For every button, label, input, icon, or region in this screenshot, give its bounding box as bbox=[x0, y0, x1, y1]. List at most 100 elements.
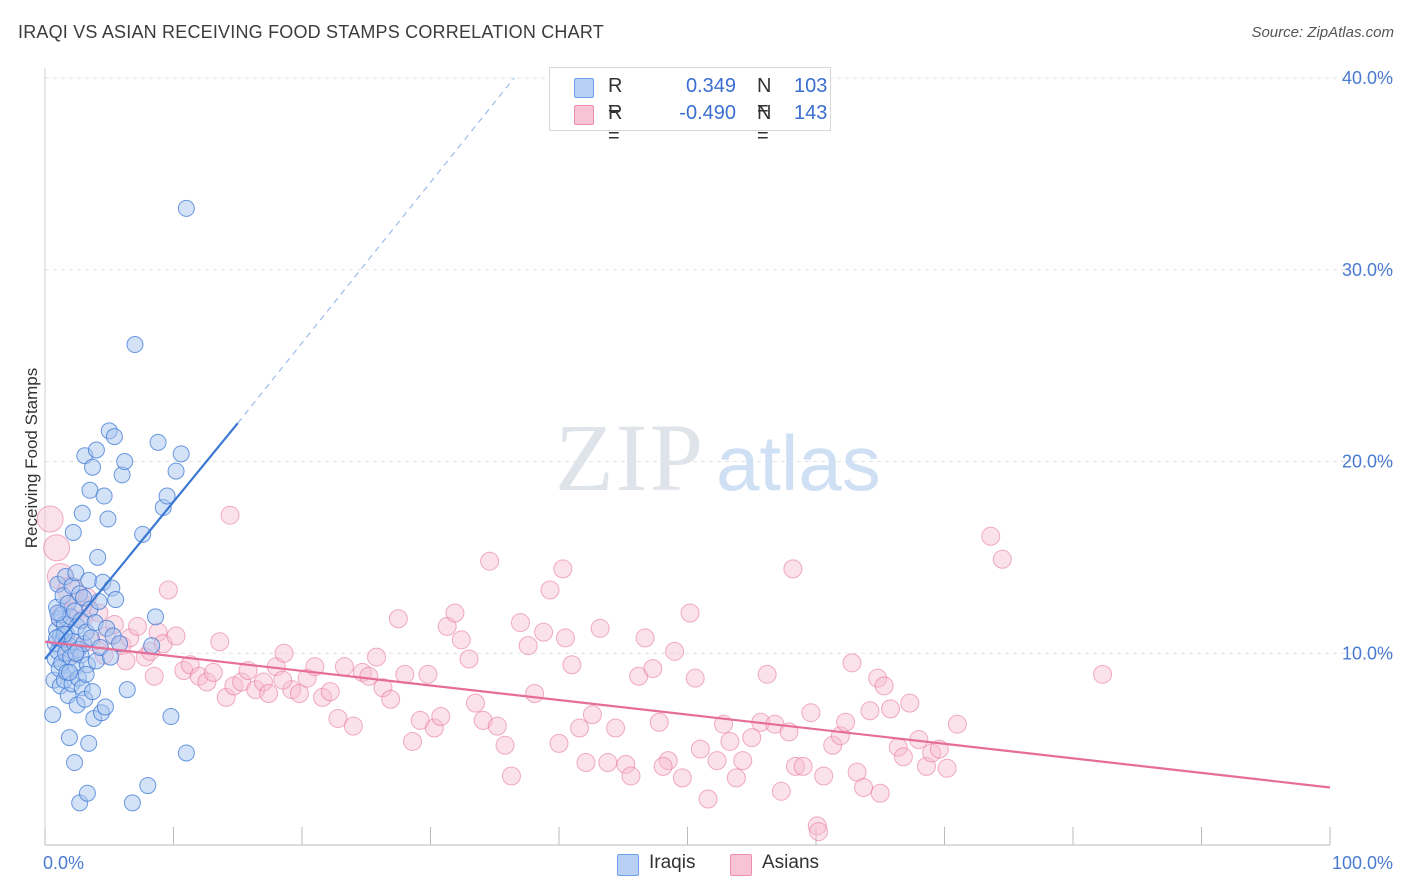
asians-point bbox=[189, 666, 209, 686]
asians-point bbox=[874, 676, 894, 696]
asians-point bbox=[424, 718, 444, 738]
asians-point bbox=[809, 822, 829, 842]
asians-point bbox=[680, 603, 700, 623]
asians-legend-label: Asians bbox=[762, 852, 820, 873]
asians-point bbox=[868, 668, 888, 688]
axes bbox=[44, 68, 1331, 846]
asians-point bbox=[473, 710, 493, 730]
asians-point bbox=[793, 756, 813, 776]
iraqis-point bbox=[177, 744, 195, 762]
iraqis-legend-swatch bbox=[617, 854, 639, 876]
asians-point bbox=[166, 626, 186, 646]
asians-point bbox=[881, 699, 901, 719]
asians-point bbox=[128, 616, 148, 636]
y-axis-label: Receiving Food Stamps bbox=[22, 368, 41, 548]
asians-swatch bbox=[574, 105, 594, 125]
y-tick-label: 30.0% bbox=[1342, 260, 1393, 280]
asians-point bbox=[870, 783, 890, 803]
iraqis-trend-line bbox=[44, 422, 239, 660]
legend-n-value: 103 bbox=[794, 75, 828, 97]
iraqis-point bbox=[84, 683, 102, 701]
asians-point bbox=[216, 687, 236, 707]
asians-point bbox=[373, 678, 393, 698]
asians-point bbox=[947, 714, 967, 734]
asians-point bbox=[981, 526, 1001, 546]
asians-point bbox=[653, 756, 673, 776]
iraqis-legend-label: Iraqis bbox=[649, 852, 696, 873]
asians-point bbox=[836, 712, 856, 732]
iraqis-point bbox=[81, 481, 99, 499]
asians-point bbox=[570, 718, 590, 738]
asians-point bbox=[343, 716, 363, 736]
asians-point bbox=[771, 781, 791, 801]
asians-point bbox=[328, 708, 348, 728]
asians-point bbox=[395, 664, 415, 684]
iraqis-points bbox=[44, 199, 195, 812]
asians-point bbox=[598, 753, 618, 773]
asians-point bbox=[158, 580, 178, 600]
asians-point bbox=[1093, 664, 1113, 684]
iraqis-trend-extension bbox=[237, 77, 515, 424]
asians-point bbox=[259, 684, 279, 704]
y-tick-label: 40.0% bbox=[1342, 68, 1393, 88]
asians-point bbox=[403, 731, 423, 751]
asians-point bbox=[635, 628, 655, 648]
asians-legend-swatch bbox=[730, 854, 752, 876]
asians-point bbox=[203, 662, 223, 682]
asians-point bbox=[707, 751, 727, 771]
iraqis-point bbox=[139, 777, 157, 795]
y-tick-label: 20.0% bbox=[1342, 452, 1393, 472]
grid-lines bbox=[45, 77, 1395, 654]
legend-n-label: N = bbox=[757, 75, 772, 120]
asians-point bbox=[698, 789, 718, 809]
tick-labels: 10.0% 20.0% 30.0% 40.0% 0.0% 100.0% bbox=[43, 68, 1393, 873]
iraqis-point bbox=[96, 698, 114, 716]
iraqis-point bbox=[87, 441, 105, 459]
iraqis-point bbox=[177, 199, 195, 217]
iraqis-point bbox=[77, 665, 95, 683]
iraqis-point bbox=[44, 706, 62, 724]
asians-point bbox=[540, 580, 560, 600]
asians-point bbox=[893, 747, 913, 767]
asians-point bbox=[36, 505, 64, 533]
asians-point bbox=[562, 655, 582, 675]
asians-point bbox=[785, 756, 805, 776]
iraqis-point bbox=[107, 591, 125, 609]
iraqis-point bbox=[66, 754, 84, 772]
asians-point bbox=[487, 716, 507, 736]
x-tick-label: 100.0% bbox=[1332, 853, 1393, 873]
asians-point bbox=[495, 735, 515, 755]
asians-point bbox=[672, 768, 692, 788]
asians-point bbox=[823, 735, 843, 755]
asians-point bbox=[720, 731, 740, 751]
iraqis-point bbox=[67, 564, 85, 582]
asians-point bbox=[606, 718, 626, 738]
watermark-zip: ZIP bbox=[555, 404, 705, 511]
asians-point bbox=[501, 766, 521, 786]
asians-point bbox=[197, 672, 217, 692]
asians-point bbox=[334, 657, 354, 677]
iraqis-point bbox=[149, 433, 167, 451]
trend-lines bbox=[44, 77, 1331, 789]
asians-point bbox=[274, 643, 294, 663]
iraqis-swatch bbox=[574, 78, 594, 98]
asians-point bbox=[210, 632, 230, 652]
iraqis-point bbox=[111, 635, 129, 653]
asians-point bbox=[313, 687, 333, 707]
legend-n-label: N = bbox=[757, 102, 772, 147]
asians-point bbox=[518, 636, 538, 656]
iraqis-point bbox=[89, 548, 107, 566]
legend-r-value: 0.349 bbox=[685, 75, 736, 97]
asians-point bbox=[900, 693, 920, 713]
iraqis-point bbox=[95, 487, 113, 505]
asians-point bbox=[801, 703, 821, 723]
asians-point bbox=[860, 701, 880, 721]
legend-r-label: R = bbox=[608, 75, 623, 120]
source-label: Source: ZipAtlas.com bbox=[1251, 24, 1394, 41]
iraqis-point bbox=[116, 453, 134, 470]
chart-title: IRAQI VS ASIAN RECEIVING FOOD STAMPS COR… bbox=[18, 22, 604, 42]
iraqis-point bbox=[172, 445, 190, 463]
correlation-legend: R = 0.349 N = 103 R = -0.490 N = 143 bbox=[549, 67, 831, 147]
iraqis-point bbox=[118, 681, 136, 699]
